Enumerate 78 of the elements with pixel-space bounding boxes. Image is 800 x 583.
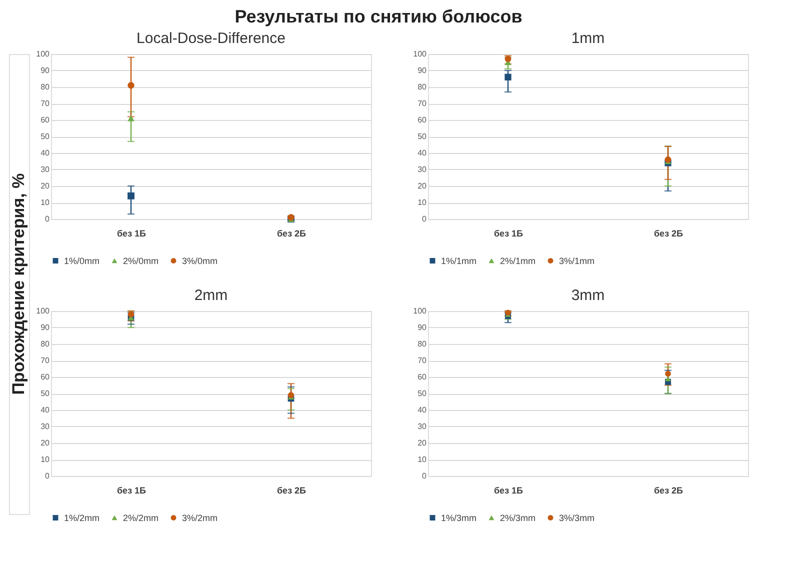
legend-label: 3%/1mm: [559, 256, 595, 266]
text: Результаты по снятию болюсов: [234, 6, 522, 26]
legend-label: 2%/0mm: [123, 256, 159, 266]
chart-title: 2mm: [194, 287, 228, 304]
point: [504, 74, 512, 80]
y-tick-label: 90: [418, 66, 428, 75]
y-tick-label: 70: [40, 99, 50, 108]
y-tick-label: 10: [418, 455, 428, 464]
legend-label: 2%/3mm: [500, 512, 536, 523]
y-tick-label: 60: [40, 372, 50, 382]
y-tick-label: 30: [418, 422, 428, 431]
y-tick-label: 90: [40, 323, 50, 332]
y-tick-label: 70: [418, 99, 428, 108]
point: [128, 311, 134, 318]
y-tick-label: 40: [40, 406, 50, 414]
y-tick-label: 50: [40, 389, 50, 398]
y-tick-label: 0: [422, 214, 428, 224]
y-tick-label: 50: [418, 132, 428, 141]
x-tick-label: без 2Б: [276, 228, 307, 238]
chart-title: 3mm: [571, 287, 605, 304]
x-tick-label: без 1Б: [116, 486, 147, 496]
x-tick-label: без 1Б: [494, 486, 524, 496]
x-tick-label: без 1Б: [494, 228, 524, 238]
y-tick-label: 100: [36, 50, 50, 58]
legend-label: 3%/3mm: [559, 512, 595, 523]
y-tick-label: 80: [40, 340, 50, 348]
legend-label: 3%/0mm: [182, 256, 218, 266]
y-tick-label: 100: [36, 306, 50, 316]
y-tick-label: 70: [418, 356, 428, 365]
y-tick-label: 100: [413, 306, 428, 316]
legend-label: 1%/2mm: [64, 512, 100, 523]
point: [128, 115, 134, 122]
y-tick-label: 30: [40, 422, 50, 431]
point: [504, 56, 512, 62]
y-tick-label: 10: [418, 198, 428, 207]
chart-title: 1mm: [571, 30, 605, 47]
y-tick-label: 20: [418, 182, 428, 190]
legend-label: 1%/1mm: [441, 256, 477, 266]
point: [665, 370, 671, 377]
legend-label: 2%/2mm: [123, 512, 159, 523]
y-tick-label: 60: [418, 116, 428, 124]
y-tick-label: 20: [418, 438, 428, 448]
y-tick-label: 80: [40, 82, 50, 92]
legend-label: 2%/1mm: [500, 256, 536, 266]
y-tick-label: 40: [418, 406, 428, 414]
x-tick-label: без 1Б: [116, 228, 147, 238]
y-tick-label: 40: [40, 148, 50, 158]
y-tick-label: 100: [413, 50, 428, 58]
y-tick-label: 90: [40, 66, 50, 75]
y-tick-label: 30: [418, 165, 428, 174]
y-tick-label: 60: [418, 372, 428, 382]
legend-label: 3%/2mm: [182, 512, 218, 523]
y-tick-label: 10: [40, 198, 50, 207]
x-tick-label: без 2Б: [654, 486, 684, 496]
y-tick-label: 20: [40, 438, 50, 448]
point: [665, 376, 671, 382]
y-tick-label: 10: [40, 455, 50, 464]
y-tick-label: 70: [40, 356, 50, 365]
y-tick-label: 0: [422, 472, 428, 480]
y-tick-label: 30: [40, 165, 50, 174]
y-tick-label: 50: [40, 132, 50, 141]
legend-label: 1%/3mm: [441, 512, 477, 523]
point: [128, 82, 134, 89]
legend-label: 1%/0mm: [64, 256, 100, 266]
y-tick-label: 40: [418, 148, 428, 158]
y-tick-label: 50: [418, 389, 428, 398]
y-tick-label: 60: [40, 116, 50, 124]
x-tick-label: без 2Б: [654, 228, 684, 238]
y-tick-label: 80: [418, 82, 428, 92]
y-tick-label: 90: [418, 323, 428, 332]
y-tick-label: 80: [418, 340, 428, 348]
chart-title: Local-Dose-Difference: [136, 30, 286, 47]
y-tick-label: 0: [45, 214, 50, 224]
y-tick-label: 0: [45, 472, 50, 480]
point: [128, 192, 134, 200]
y-tick-label: 20: [40, 182, 50, 190]
y-axis-title: Прохождение критерия, %: [9, 173, 28, 395]
x-tick-label: без 2Б: [276, 486, 307, 496]
